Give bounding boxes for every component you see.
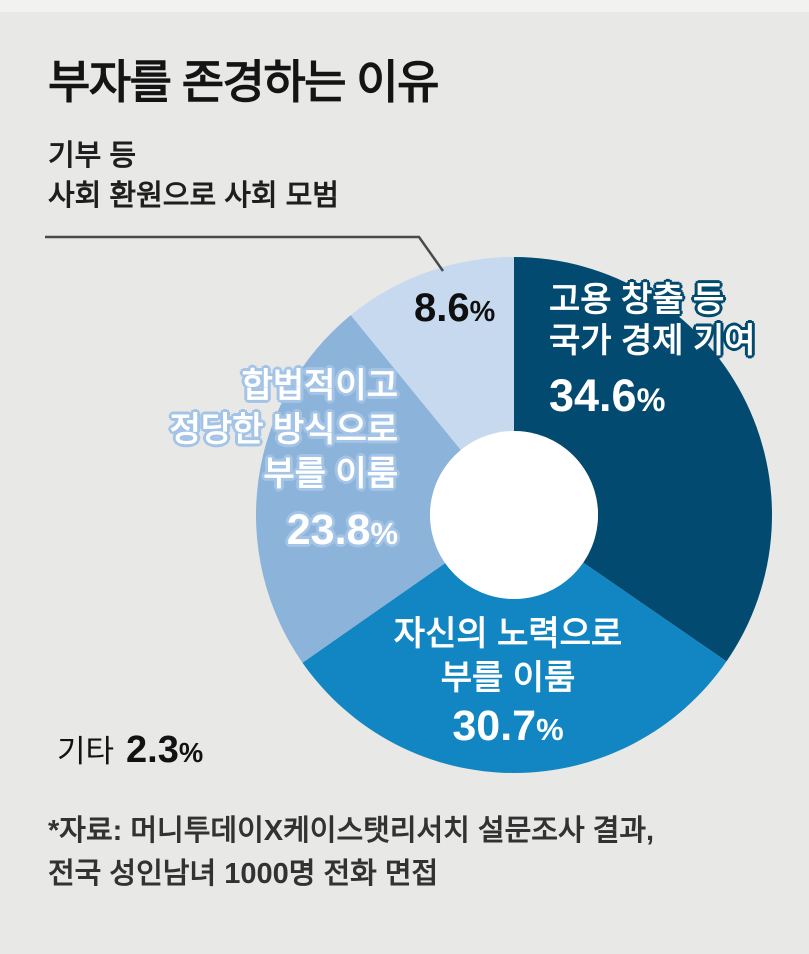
- effort-label-line2: 부를 이룸: [440, 659, 576, 697]
- pie-slice-employment: [514, 257, 772, 662]
- label-donation-value: 8.6%: [414, 286, 495, 331]
- etc-percent-sign: %: [178, 737, 204, 768]
- pie-slice-etc: [476, 257, 514, 432]
- employment-label-line2: 국가 경제 기여: [549, 322, 756, 360]
- legal-label-line3: 부를 이룸: [263, 455, 398, 493]
- donation-callout-line1: 기부 등: [48, 140, 137, 172]
- pie-slice-donation: [350, 259, 502, 450]
- source-note-line2: 전국 성인남녀 1000명 전화 면접: [48, 858, 439, 890]
- etc-label: 기타: [57, 734, 115, 769]
- effort-percent-sign: %: [536, 712, 564, 747]
- label-employment-slice: 고용 창출 등 국가 경제 기여 34.6%: [549, 280, 756, 421]
- callout-leader-line: [45, 235, 445, 272]
- employment-value: 34.6: [549, 370, 637, 421]
- donation-callout-line2: 사회 환원으로 사회 모범: [48, 180, 339, 212]
- etc-value: 2.3: [126, 729, 179, 771]
- legal-percent-sign: %: [370, 516, 398, 551]
- donation-value: 8.6: [414, 286, 470, 330]
- donation-percent-sign: %: [469, 296, 496, 328]
- etc-value-row: 2.3%: [126, 729, 203, 771]
- legal-label-line2: 정당한 방식으로: [169, 411, 398, 449]
- label-effort-slice: 자신의 노력으로 부를 이룸 30.7%: [394, 612, 622, 752]
- employment-label-line1: 고용 창출 등: [549, 281, 725, 319]
- legal-value: 23.8: [286, 506, 371, 554]
- effort-label-line1: 자신의 노력으로: [393, 615, 623, 653]
- pie-slice-legal: [256, 315, 461, 663]
- employment-value-row: 34.6%: [549, 373, 756, 421]
- source-note-line1: *자료: 머니투데이X케이스탯리서치 설문조사 결과,: [48, 815, 655, 847]
- effort-value: 30.7: [452, 702, 537, 750]
- donation-callout-label: 기부 등 사회 환원으로 사회 모범: [48, 136, 339, 216]
- label-etc-slice: 기타 2.3%: [57, 726, 203, 772]
- source-note: *자료: 머니투데이X케이스탯리서치 설문조사 결과, 전국 성인남녀 1000…: [48, 810, 654, 896]
- label-legal-slice: 합법적이고 정당한 방식으로 부를 이룸 23.8%: [170, 364, 398, 556]
- effort-value-row: 30.7%: [394, 704, 622, 752]
- employment-percent-sign: %: [636, 382, 666, 418]
- pie-slice-effort: [302, 562, 727, 773]
- top-strip-decoration: [0, 0, 809, 12]
- donut-hole: [430, 431, 598, 599]
- legal-label-line1: 합법적이고: [241, 367, 398, 405]
- legal-value-row: 23.8%: [170, 508, 398, 556]
- chart-title: 부자를 존경하는 이유: [48, 56, 439, 108]
